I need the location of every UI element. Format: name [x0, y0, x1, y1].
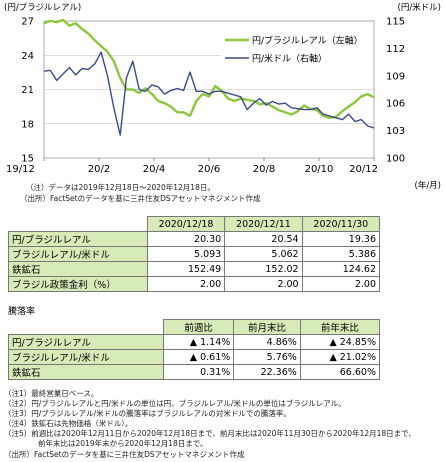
series-line-jpy-usd — [43, 51, 375, 136]
table-cell: 152.02 — [224, 261, 303, 277]
y-right-tick-label: 112 — [386, 44, 405, 55]
y-right-tick-label: 109 — [386, 71, 405, 82]
y-left-tick-label: 18 — [21, 119, 34, 130]
table-cell: ▲ 0.61% — [163, 349, 235, 365]
series-lines — [43, 18, 375, 136]
market-data-table: 2020/12/18 2020/12/11 2020/11/30 円/ブラジルレ… — [8, 216, 381, 292]
row-label: ブラジルレアル/米ドル — [7, 349, 165, 365]
y-left-tick-label: 24 — [21, 51, 34, 62]
y-left-tick-label: 21 — [21, 85, 34, 96]
table-row: 円/ブラジルレアル ▲ 1.14% 4.86% ▲ 24.85% — [7, 334, 381, 350]
column-header: 2020/11/30 — [301, 216, 381, 232]
row-label: 鉄鉱石 — [7, 364, 165, 380]
table-cell: 2.00 — [301, 276, 381, 292]
table-row: 鉄鉱石 152.49 152.02 124.62 — [8, 261, 381, 277]
chart-note-source: （出所）FactSetのデータを基に三井住友DSアセットマネジメント作成 — [20, 194, 261, 203]
column-header: 前年末比 — [299, 319, 381, 335]
y-left-tick-label: 15 — [21, 154, 34, 165]
column-header: 2020/12/11 — [224, 216, 303, 232]
table-row: 円/ブラジルレアル 20.30 20.54 19.36 — [8, 231, 381, 247]
table-cell: 124.62 — [301, 261, 381, 277]
footnote-2: （注2）円/ブラジルレアルと円/米ドルの単位は円、ブラジルレアル/米ドルの単位は… — [4, 399, 346, 408]
row-label: ブラジル政策金利（%） — [8, 276, 148, 292]
table-cell: 2.00 — [146, 276, 226, 292]
right-axis-title: (円/米ドル) — [398, 2, 442, 13]
table-row: ブラジル政策金利（%） 2.00 2.00 2.00 — [8, 276, 381, 292]
chart-legend: 円/ブラジルレアル（左軸） 円/米ドル（右軸） — [221, 33, 373, 65]
footnote-6: 前年末比は2019年末から2020年12月18日まで。 — [38, 439, 208, 448]
y-right-tick-label: 106 — [386, 99, 405, 110]
table-row: ブラジルレアル/米ドル ▲ 0.61% 5.76% ▲ 21.02% — [7, 349, 381, 365]
table-cell: 5.76% — [233, 349, 301, 365]
y-right-tick-label: 100 — [386, 154, 405, 165]
table-cell: ▲ 21.02% — [299, 349, 381, 365]
table-cell: 22.36% — [233, 364, 301, 380]
footnote-3: （注3）円/ブラジルレアル/米ドルの騰落率はブラジルレアルの対米ドルでの騰落率。 — [4, 409, 291, 418]
row-label: ブラジルレアル/米ドル — [8, 246, 148, 262]
table-cell: ▲ 24.85% — [299, 334, 381, 350]
table-header-row: 2020/12/18 2020/12/11 2020/11/30 — [8, 216, 381, 232]
table-cell: 5.062 — [224, 246, 303, 262]
footnote-4: （注4）鉄鉱石は先物価格（米ドル）。 — [4, 419, 133, 428]
table-cell: ▲ 1.14% — [163, 334, 235, 350]
change-rate-table: 前週比 前月末比 前年末比 円/ブラジルレアル ▲ 1.14% 4.86% ▲ … — [7, 319, 381, 380]
column-header: 前月末比 — [233, 319, 301, 335]
x-tick-label: 19/12 — [6, 164, 35, 175]
chart-note-data-period: （注）データは2019年12月18日～2020年12月18日。 — [26, 183, 215, 192]
column-header: 2020/12/18 — [146, 216, 226, 232]
table-cell: 2.00 — [224, 276, 303, 292]
legend-label: 円/米ドル（右軸） — [252, 53, 327, 65]
x-tick-label: 20/4 — [143, 164, 165, 175]
footnote-1: （注1）最終営業日ベース。 — [4, 389, 99, 398]
section-title-change-rate: 騰落率 — [8, 307, 36, 317]
line-chart: (円/ブラジルレアル) (円/米ドル) (年/月) 27 24 21 18 15 115 1… — [4, 2, 442, 190]
row-label: 鉄鉱石 — [8, 261, 148, 277]
axis-ticks: 27 24 21 18 15 115 112 109 106 103 100 19/12 20/2 20/… — [6, 17, 405, 176]
series-line-jpy-brl — [43, 18, 375, 120]
table-cell: 19.36 — [301, 231, 381, 247]
table-row: 鉄鉱石 0.31% 22.36% 66.60% — [7, 364, 381, 380]
y-right-tick-label: 103 — [386, 126, 405, 137]
table-cell: 20.54 — [224, 231, 303, 247]
x-tick-label: 20/8 — [253, 164, 275, 175]
table-row: ブラジルレアル/米ドル 5.093 5.062 5.386 — [8, 246, 381, 262]
table-cell: 4.86% — [233, 334, 301, 350]
table-cell: 66.60% — [299, 364, 381, 380]
table-cell: 0.31% — [163, 364, 235, 380]
table-header-row: 前週比 前月末比 前年末比 — [8, 319, 381, 335]
legend-label: 円/ブラジルレアル（左軸） — [252, 35, 363, 47]
table-cell: 5.093 — [146, 246, 226, 262]
table-cell: 5.386 — [301, 246, 381, 262]
x-tick-label: 20/12 — [349, 164, 378, 175]
footnote-source: （出所）FactSetのデータを基に三井住友DSアセットマネジメント作成 — [4, 450, 245, 459]
x-axis-unit: (年/月) — [415, 180, 442, 190]
y-left-tick-label: 27 — [21, 17, 34, 28]
row-label: 円/ブラジルレアル — [8, 231, 148, 247]
table-cell: 152.49 — [146, 261, 226, 277]
y-right-tick-label: 115 — [386, 17, 405, 28]
table-cell: 20.30 — [146, 231, 226, 247]
x-tick-label: 20/6 — [198, 164, 220, 175]
left-axis-title: (円/ブラジルレアル) — [4, 2, 81, 13]
x-tick-label: 20/10 — [305, 164, 334, 175]
footnote-5: （注5）前週比は2020年12月11日から2020年12月18日まで、前月末比は… — [4, 429, 416, 438]
x-tick-label: 20/2 — [88, 164, 110, 175]
column-header: 前週比 — [163, 319, 235, 335]
row-label: 円/ブラジルレアル — [7, 334, 165, 350]
